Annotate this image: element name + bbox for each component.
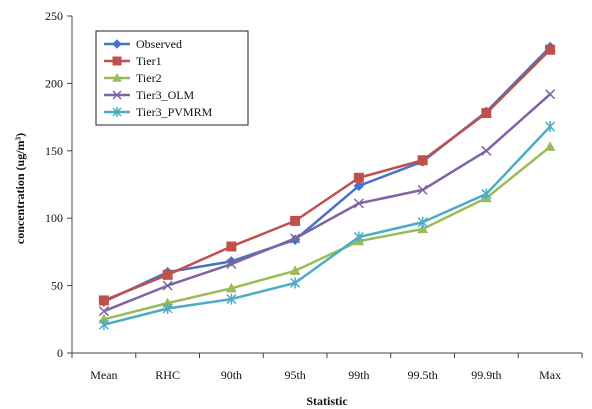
data-point <box>544 141 556 151</box>
legend-label: Tier1 <box>136 54 162 68</box>
x-axis-ticks: Mean RHC 90th 95th 99th 99.5th 99.9th Max <box>71 353 583 382</box>
data-point <box>98 306 109 317</box>
data-point <box>98 319 109 331</box>
legend-label: Tier3_PVMRM <box>136 105 213 119</box>
data-point <box>545 89 556 100</box>
legend-marker <box>112 90 122 100</box>
data-point <box>353 172 364 183</box>
y-tick-label: 200 <box>45 76 63 90</box>
data-point <box>290 215 301 226</box>
data-point <box>353 180 365 192</box>
data-point <box>353 231 364 243</box>
x-tick-label: 95th <box>284 368 305 382</box>
data-point <box>162 303 173 315</box>
series-line <box>103 145 551 321</box>
y-axis-ticks: 0 50 100 150 200 250 <box>45 9 72 360</box>
data-point <box>226 293 237 305</box>
legend-item: Observed <box>104 37 182 51</box>
series-line <box>103 48 552 302</box>
legend-item: Tier2 <box>104 71 162 85</box>
legend-marker <box>112 107 122 117</box>
legend-item: Tier1 <box>104 54 162 68</box>
x-axis-title: Statistic <box>306 394 348 408</box>
legend-label: Tier2 <box>136 71 162 85</box>
x-tick-label: 99.9th <box>471 368 501 382</box>
x-tick-label: Max <box>539 368 561 382</box>
data-point <box>290 233 301 244</box>
legend-label: Tier3_OLM <box>136 88 195 102</box>
series-tier3-olm <box>98 89 556 317</box>
data-point <box>417 216 428 228</box>
data-point <box>481 145 492 156</box>
data-point <box>417 184 428 195</box>
x-tick-label: 99th <box>348 368 369 382</box>
legend-item: Tier3_PVMRM <box>104 105 213 119</box>
data-point <box>289 265 301 275</box>
series-tier3-pvmrm <box>98 121 556 331</box>
data-point <box>98 295 109 306</box>
x-tick-label: 99.5th <box>407 368 437 382</box>
data-point <box>417 223 428 234</box>
y-axis-title: concentration (ug/m³) <box>13 133 27 244</box>
series-tier2 <box>98 141 556 324</box>
data-point <box>417 155 428 166</box>
legend-label: Observed <box>136 37 182 51</box>
series-line <box>103 125 552 326</box>
x-tick-label: 90th <box>221 368 242 382</box>
legend: Observed Tier1 Tier2 Tier3_OLM Tier3_PVMRM <box>95 30 249 126</box>
data-point <box>226 241 237 252</box>
data-point <box>481 188 492 200</box>
data-point <box>545 121 556 133</box>
data-point <box>353 198 364 209</box>
data-point <box>162 269 173 280</box>
series-line <box>103 93 551 313</box>
data-point <box>226 282 237 293</box>
x-tick-label: RHC <box>155 368 180 382</box>
legend-item: Tier3_OLM <box>104 88 195 102</box>
data-point <box>545 44 556 55</box>
data-point <box>162 280 173 291</box>
y-tick-label: 250 <box>45 9 63 23</box>
y-tick-label: 0 <box>57 346 63 360</box>
x-tick-label: Mean <box>90 368 117 382</box>
y-tick-label: 50 <box>51 279 63 293</box>
y-tick-label: 100 <box>45 211 63 225</box>
legend-marker <box>112 56 122 66</box>
data-point <box>226 259 237 270</box>
legend-marker <box>112 72 122 82</box>
data-point <box>290 277 301 289</box>
y-tick-label: 150 <box>45 144 63 158</box>
series-layer <box>98 41 556 331</box>
data-point <box>481 108 492 119</box>
legend-marker <box>112 39 122 49</box>
series-tier1 <box>98 44 556 306</box>
